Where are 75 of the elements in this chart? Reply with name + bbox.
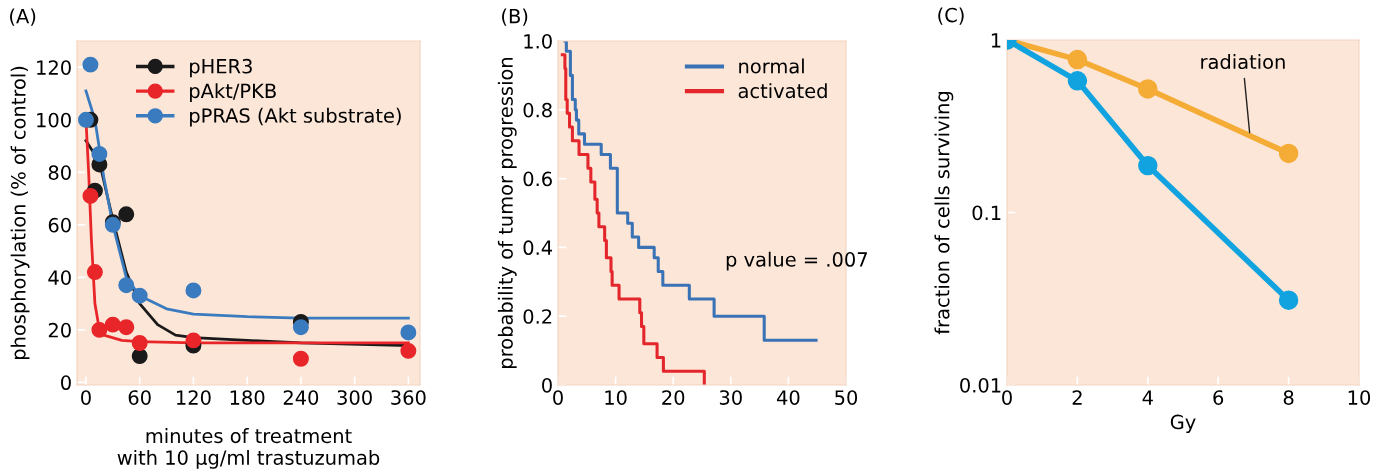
point	[1138, 79, 1158, 99]
x-tick-label: 0	[81, 390, 91, 405]
y-tick-label: 0.2	[523, 309, 552, 324]
y-axis-title: fraction of cells surviving	[934, 92, 954, 335]
y-tick-label: 120	[37, 60, 71, 75]
point	[1278, 143, 1299, 164]
point	[131, 287, 148, 304]
x-tick-label: 0	[1002, 390, 1012, 405]
point	[292, 319, 309, 336]
x-tick-label: 4	[1142, 390, 1153, 405]
x-tick-label: 30	[719, 390, 742, 405]
x-tick-label: 180	[230, 390, 265, 405]
point	[77, 111, 94, 128]
x-tick-label: 300	[337, 390, 372, 405]
legend-label: pAkt/PKB	[190, 83, 276, 102]
x-tick-label: 10	[605, 390, 627, 405]
point	[91, 145, 108, 162]
legend-label: normal	[739, 58, 804, 74]
x-tick-label: 0	[553, 390, 563, 405]
point	[118, 277, 135, 294]
x-tick-label: 10	[1348, 390, 1371, 405]
x-tick-label: 50	[835, 390, 858, 405]
x-tick-label: 20	[662, 390, 685, 405]
point	[86, 264, 103, 281]
point	[1278, 290, 1299, 310]
point	[1138, 155, 1158, 176]
y-tick-label: 20	[48, 322, 71, 338]
y-tick-label: 0	[542, 377, 552, 393]
y-tick-label: 80	[48, 165, 71, 180]
y-tick-label: 0.8	[523, 102, 552, 118]
chart-title: (C)	[938, 7, 964, 25]
chart-title: (B)	[502, 8, 528, 26]
point	[131, 348, 148, 365]
point	[91, 321, 108, 338]
legend-label: activated	[738, 83, 827, 99]
point	[400, 342, 417, 359]
x-tick-label: 60	[128, 390, 151, 405]
y-tick-label: 40	[48, 270, 71, 285]
x-tick-label: 240	[283, 390, 319, 405]
x-tick-label: 6	[1213, 390, 1224, 405]
y-tick-label: 0	[61, 375, 71, 391]
point	[1067, 49, 1088, 70]
x-tick-label: 360	[391, 390, 426, 405]
point	[82, 56, 99, 73]
x-tick-label: 2	[1072, 390, 1082, 405]
chart-title: (A)	[10, 8, 36, 26]
y-tick-label: 60	[48, 217, 71, 233]
point	[118, 206, 135, 223]
y-axis-title: phosphorylation (% of control)	[10, 66, 30, 360]
annotation: radiation	[1201, 54, 1285, 70]
y-tick-label: 0.6	[523, 171, 552, 187]
y-tick-label: 1	[991, 33, 1001, 48]
point	[131, 335, 148, 351]
point	[185, 332, 202, 349]
y-tick-label: 1.0	[524, 33, 552, 49]
legend-label: pPRAS (Akt substrate)	[190, 107, 401, 127]
x-tick-label: 40	[776, 390, 800, 405]
point	[1067, 71, 1088, 91]
x-axis-title: Gy	[1170, 414, 1196, 434]
point	[292, 350, 309, 367]
annotation: p value = .007	[726, 251, 867, 271]
point	[400, 324, 417, 341]
y-tick-label: 0.4	[523, 240, 553, 256]
point	[118, 319, 135, 336]
x-axis-title: minutes of treatment with 10 µg/ml trastuzumab	[117, 428, 380, 469]
y-tick-label: 0.01	[960, 377, 1001, 393]
y-tick-label: 100	[37, 112, 71, 128]
y-tick-label: 0.1	[972, 205, 1001, 221]
x-tick-label: 8	[1283, 390, 1294, 405]
legend-label: pHER3	[190, 58, 252, 78]
point	[104, 316, 121, 333]
point	[185, 282, 202, 299]
y-axis-title: probability of tumor progression	[497, 57, 517, 368]
x-tick-label: 120	[177, 390, 211, 405]
point	[82, 187, 99, 204]
